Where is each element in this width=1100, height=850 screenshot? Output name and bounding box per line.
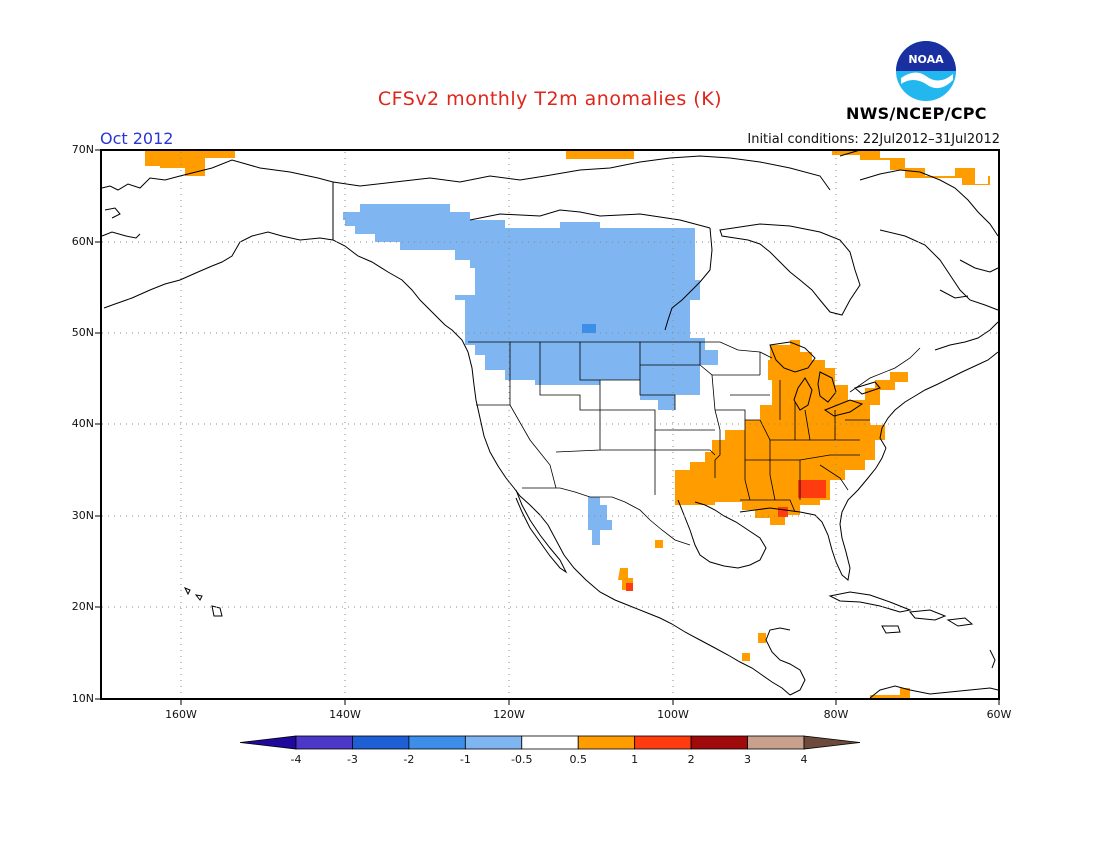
lat-label-40n: 40N	[71, 417, 94, 430]
colorbar-segment	[408, 735, 466, 750]
lat-label-10n: 10N	[71, 692, 94, 705]
org-label: NWS/NCEP/CPC	[846, 104, 987, 123]
noaa-logo: NOAA	[895, 40, 957, 102]
warm-anomaly-east	[675, 340, 895, 525]
colorbar-arrow-high	[803, 735, 861, 750]
colorbar-segment	[295, 735, 353, 750]
month-label: Oct 2012	[100, 129, 174, 148]
lat-label-60n: 60N	[71, 235, 94, 248]
colorbar-segment	[690, 735, 748, 750]
graticule	[102, 152, 998, 697]
cold-anomaly-core	[582, 324, 596, 333]
colorbar-segment	[352, 735, 410, 750]
colorbar-label: 2	[687, 753, 695, 766]
page-title: CFSv2 monthly T2m anomalies (K)	[377, 88, 723, 110]
cold-anomaly-mexico	[588, 497, 612, 545]
logo-text: NOAA	[908, 53, 944, 66]
lat-label-70n: 70N	[71, 143, 94, 156]
lat-label-30n: 30N	[71, 509, 94, 522]
lon-label-80w: 80W	[823, 708, 849, 721]
lon-label-140w: 140W	[329, 708, 361, 721]
political-boundaries	[468, 341, 921, 546]
colorbar-segment	[634, 735, 692, 750]
lon-label-100w: 100W	[657, 708, 689, 721]
colorbar-segment	[464, 735, 523, 750]
colorbar-segment	[747, 735, 805, 750]
lon-label-160w: 160W	[165, 708, 197, 721]
lon-label-120w: 120W	[493, 708, 525, 721]
cold-anomaly-north	[345, 204, 718, 410]
lat-label-20n: 20N	[71, 600, 94, 613]
colorbar-label: 1	[631, 753, 639, 766]
colorbar-label: -2	[403, 753, 415, 766]
ticks	[95, 149, 1000, 705]
colorbar-label: 3	[744, 753, 752, 766]
lat-label-50n: 50N	[71, 326, 94, 339]
colorbar-segment	[521, 735, 579, 750]
initial-conditions: Initial conditions: 22Jul2012–31Jul2012	[747, 132, 1000, 147]
warm-anomaly-core	[798, 480, 826, 498]
colorbar-label: -1	[459, 753, 471, 766]
anomaly-shading	[145, 150, 990, 698]
colorbar-label: -3	[346, 753, 358, 766]
colorbar-segment	[577, 735, 636, 750]
colorbar-label: -4	[290, 753, 302, 766]
colorbar-label: -0.5	[511, 753, 533, 766]
lon-label-60w: 60W	[986, 708, 1012, 721]
colorbar-arrow-low	[239, 735, 297, 750]
colorbar-label: 0.5	[569, 753, 587, 766]
colorbar-label: 4	[800, 753, 808, 766]
colorbar	[239, 735, 861, 750]
